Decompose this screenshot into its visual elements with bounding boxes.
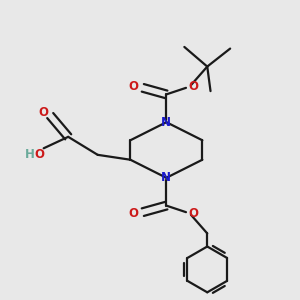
Text: O: O: [39, 106, 49, 119]
Text: H: H: [25, 148, 35, 161]
Text: N: N: [161, 116, 171, 129]
Text: O: O: [188, 80, 198, 93]
Text: O: O: [129, 207, 139, 220]
Text: N: N: [161, 171, 171, 184]
Text: O: O: [188, 207, 198, 220]
Text: O: O: [35, 148, 45, 161]
Text: O: O: [129, 80, 139, 93]
